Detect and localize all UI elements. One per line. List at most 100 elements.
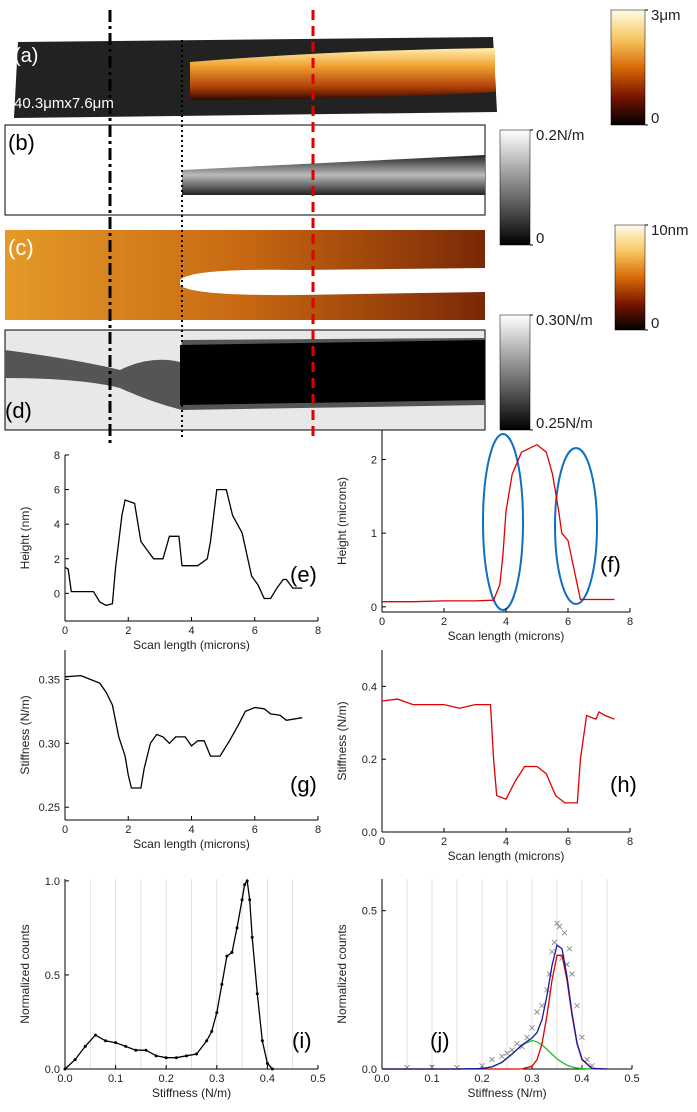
x-tick-label: 4 [503,616,509,628]
scatter-point [549,948,555,955]
panel-label: (e) [290,562,317,587]
scatter-point [551,939,558,946]
y-tick-label: 6 [54,485,60,497]
data-point [265,1061,269,1065]
colorbar-label: 0 [651,110,659,127]
scatter-point [529,1024,535,1031]
data-point [243,883,247,887]
x-tick-label: 0 [379,836,385,848]
x-tick-label: 0.3 [524,1073,539,1085]
colorbar-label: 0.30N/m [536,312,593,329]
y-tick-label: 0.0 [362,1064,377,1076]
fiber-band [182,155,485,195]
data-point [174,1056,178,1060]
fiber-band [180,340,485,405]
x-tick-label: 4 [188,625,194,637]
fiber-3d [190,48,495,100]
panel-label: (j) [430,1028,450,1053]
panel-label: (g) [290,772,317,797]
x-tick-label: 6 [565,836,571,848]
y-tick-label: 0.5 [45,970,60,982]
data-point [164,1056,168,1060]
data-point [134,1048,138,1052]
y-tick-label: 0.30 [39,738,60,750]
x-tick-label: 2 [441,836,447,848]
x-tick-label: 0.2 [159,1073,174,1085]
x-tick-label: 6 [252,625,258,637]
y-tick-label: 0.35 [39,674,60,686]
data-point [114,1041,118,1045]
scatter-point [579,1034,585,1041]
y-tick-label: 4 [54,519,60,531]
x-tick-label: 0.5 [624,1073,639,1085]
scatter-point [499,1053,505,1060]
y-tick-label: 2 [371,454,377,466]
x-tick-label: 0 [379,616,385,628]
data-point [63,1067,67,1071]
data-point [205,1039,209,1043]
y-axis-title: Normalized counts [335,924,349,1023]
x-axis-title: Stiffness (N/m) [152,1086,231,1100]
scatter-point [556,923,563,930]
data-point [93,1033,97,1037]
colorbar-label: 0 [536,230,544,247]
colorbar [610,9,646,126]
data-point [184,1054,188,1058]
data-point [235,926,239,930]
x-tick-label: 0.4 [260,1073,275,1085]
colorbar-label: 0.25N/m [536,415,593,432]
data-point [195,1052,199,1056]
data-point [270,1067,274,1071]
scatter-point [519,1043,525,1050]
x-tick-label: 0.1 [108,1073,123,1085]
data-line [64,674,303,789]
x-axis-title: Scan length (microns) [133,638,250,652]
scatter-point [566,945,573,952]
scatter-point [569,971,575,977]
fiber-band [180,268,485,296]
data-point [73,1058,77,1062]
data-point [230,950,234,954]
x-tick-label: 0 [62,625,68,637]
x-axis-title: Scan length (microns) [448,629,565,643]
data-point [154,1054,158,1058]
y-tick-label: 0.25 [39,802,60,814]
data-point [103,1039,107,1043]
y-tick-label: 0 [371,602,377,614]
x-axis-title: Scan length (microns) [133,837,250,851]
image-caption: 40.3μmx7.6μm [14,95,114,112]
y-tick-label: 0.5 [362,906,377,918]
data-point [240,898,244,902]
x-tick-label: 0 [62,824,68,836]
data-point [225,954,229,958]
panel-label: (d) [5,398,32,423]
data-point [124,1044,128,1048]
y-tick-label: 1.0 [45,876,60,888]
highlight-ellipse [482,433,524,611]
x-tick-label: 2 [125,824,131,836]
x-tick-label: 8 [627,616,633,628]
data-line [64,488,303,607]
x-tick-label: 0.1 [424,1073,439,1085]
x-tick-label: 6 [252,824,258,836]
highlight-ellipse [554,447,598,605]
scatter-point [539,1002,545,1009]
panel-label: (h) [610,772,637,797]
y-axis-title: Stiffness (N/m) [18,695,32,774]
x-tick-label: 8 [627,836,633,848]
x-tick-label: 0.4 [574,1073,589,1085]
panel-label: (i) [292,1028,312,1053]
x-tick-label: 6 [565,616,571,628]
scatter-point [584,1056,590,1063]
y-tick-label: 0 [54,588,60,600]
panel-label: (a) [14,45,38,67]
scatter-point [479,1062,485,1069]
y-axis-title: Stiffness (N/m) [335,701,349,780]
panel-label: (c) [8,235,34,260]
scatter-point [524,1034,530,1041]
data-point [210,1029,214,1033]
colorbar [499,314,531,431]
data-point [220,982,224,986]
scatter-point [504,1050,510,1057]
